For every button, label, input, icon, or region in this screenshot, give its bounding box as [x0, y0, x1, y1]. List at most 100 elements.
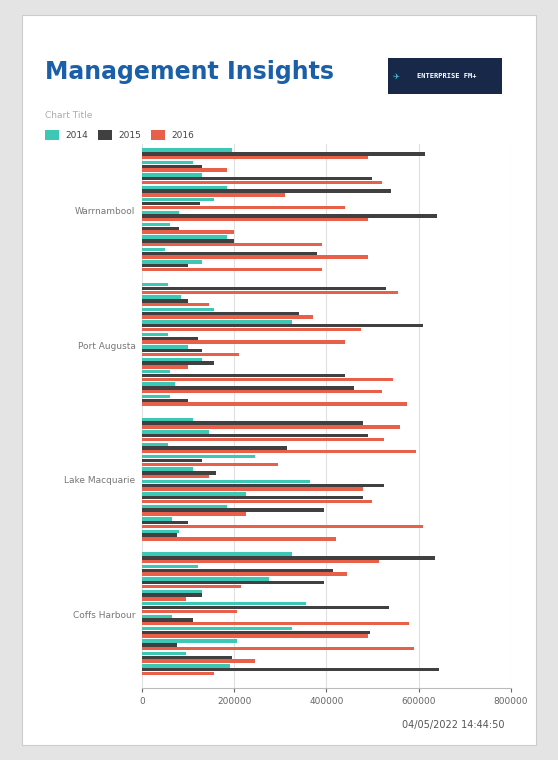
Bar	[142, 390, 382, 394]
Bar	[142, 594, 202, 597]
Bar	[142, 320, 292, 324]
Bar	[142, 508, 324, 512]
Text: 2015: 2015	[118, 131, 141, 140]
Bar	[142, 370, 170, 373]
Bar	[142, 635, 368, 638]
Bar	[142, 664, 230, 667]
Text: Lake Macquarie: Lake Macquarie	[64, 477, 136, 486]
Bar	[142, 165, 202, 168]
Bar	[142, 422, 363, 425]
Bar	[142, 418, 193, 421]
Bar	[142, 517, 172, 521]
Bar	[142, 308, 214, 312]
Bar	[142, 365, 188, 369]
Bar	[142, 287, 386, 290]
Bar	[142, 296, 181, 299]
Bar	[45, 131, 59, 141]
Bar	[142, 442, 167, 446]
Bar	[142, 434, 368, 437]
Bar	[142, 463, 278, 466]
Bar	[142, 345, 188, 349]
Bar	[98, 131, 112, 141]
Bar	[142, 610, 237, 613]
Bar	[142, 193, 285, 197]
Bar	[142, 403, 407, 406]
Bar	[142, 530, 179, 533]
Bar	[142, 223, 170, 226]
Text: 04/05/2022 14:44:50: 04/05/2022 14:44:50	[402, 720, 504, 730]
Bar	[142, 584, 241, 588]
Bar	[142, 471, 216, 474]
Bar	[142, 264, 188, 268]
Bar	[151, 131, 165, 141]
Bar	[142, 455, 255, 458]
Bar	[142, 450, 416, 454]
Bar	[142, 521, 188, 524]
Bar	[142, 255, 368, 258]
Bar	[142, 362, 214, 365]
Bar	[142, 268, 322, 271]
Bar	[142, 475, 209, 478]
Bar	[142, 438, 384, 441]
Bar	[142, 243, 322, 246]
Bar	[142, 337, 198, 340]
Bar	[142, 652, 186, 655]
Bar	[142, 631, 370, 634]
Bar	[142, 459, 202, 462]
Bar	[142, 226, 179, 230]
Bar	[142, 602, 306, 606]
Bar	[142, 480, 310, 483]
Bar	[142, 239, 234, 242]
Bar	[142, 218, 368, 221]
Text: 2014: 2014	[65, 131, 88, 140]
Text: ENTERPRISE FM+: ENTERPRISE FM+	[417, 73, 476, 79]
Bar	[142, 290, 398, 294]
Bar	[142, 487, 363, 491]
Bar	[142, 668, 439, 671]
Bar	[142, 156, 368, 160]
Bar	[142, 426, 400, 429]
Bar	[142, 483, 384, 487]
Bar	[142, 189, 391, 193]
Text: ✈: ✈	[393, 71, 400, 81]
Bar	[142, 578, 269, 581]
Bar	[142, 382, 175, 386]
Bar	[142, 206, 345, 209]
Bar	[142, 315, 312, 318]
FancyBboxPatch shape	[388, 58, 502, 94]
Bar	[142, 252, 317, 255]
Bar	[142, 173, 202, 176]
Bar	[142, 505, 228, 508]
Bar	[142, 333, 167, 336]
Bar	[142, 590, 202, 593]
Bar	[142, 148, 232, 152]
Bar	[142, 656, 232, 659]
Bar	[142, 660, 255, 663]
Text: Chart Title: Chart Title	[45, 111, 92, 120]
Text: Warrnambool: Warrnambool	[75, 207, 136, 216]
Bar	[142, 500, 373, 503]
Bar	[142, 572, 347, 576]
Bar	[142, 537, 336, 540]
Bar	[142, 622, 410, 625]
Bar	[142, 534, 177, 537]
Bar	[142, 214, 437, 217]
Bar	[142, 202, 200, 205]
Bar	[142, 619, 193, 622]
Bar	[142, 374, 345, 377]
Bar	[142, 353, 239, 356]
Bar	[142, 672, 214, 675]
Bar	[142, 581, 324, 584]
Bar	[142, 358, 202, 361]
Bar	[142, 560, 379, 563]
Bar	[142, 236, 228, 239]
Bar	[142, 248, 165, 252]
Bar	[142, 615, 172, 618]
Bar	[142, 643, 177, 647]
Bar	[142, 177, 373, 180]
Bar	[142, 283, 167, 287]
Bar	[142, 312, 299, 315]
Text: Management Insights: Management Insights	[45, 60, 334, 84]
Text: Coffs Harbour: Coffs Harbour	[73, 611, 136, 620]
Bar	[142, 328, 361, 331]
